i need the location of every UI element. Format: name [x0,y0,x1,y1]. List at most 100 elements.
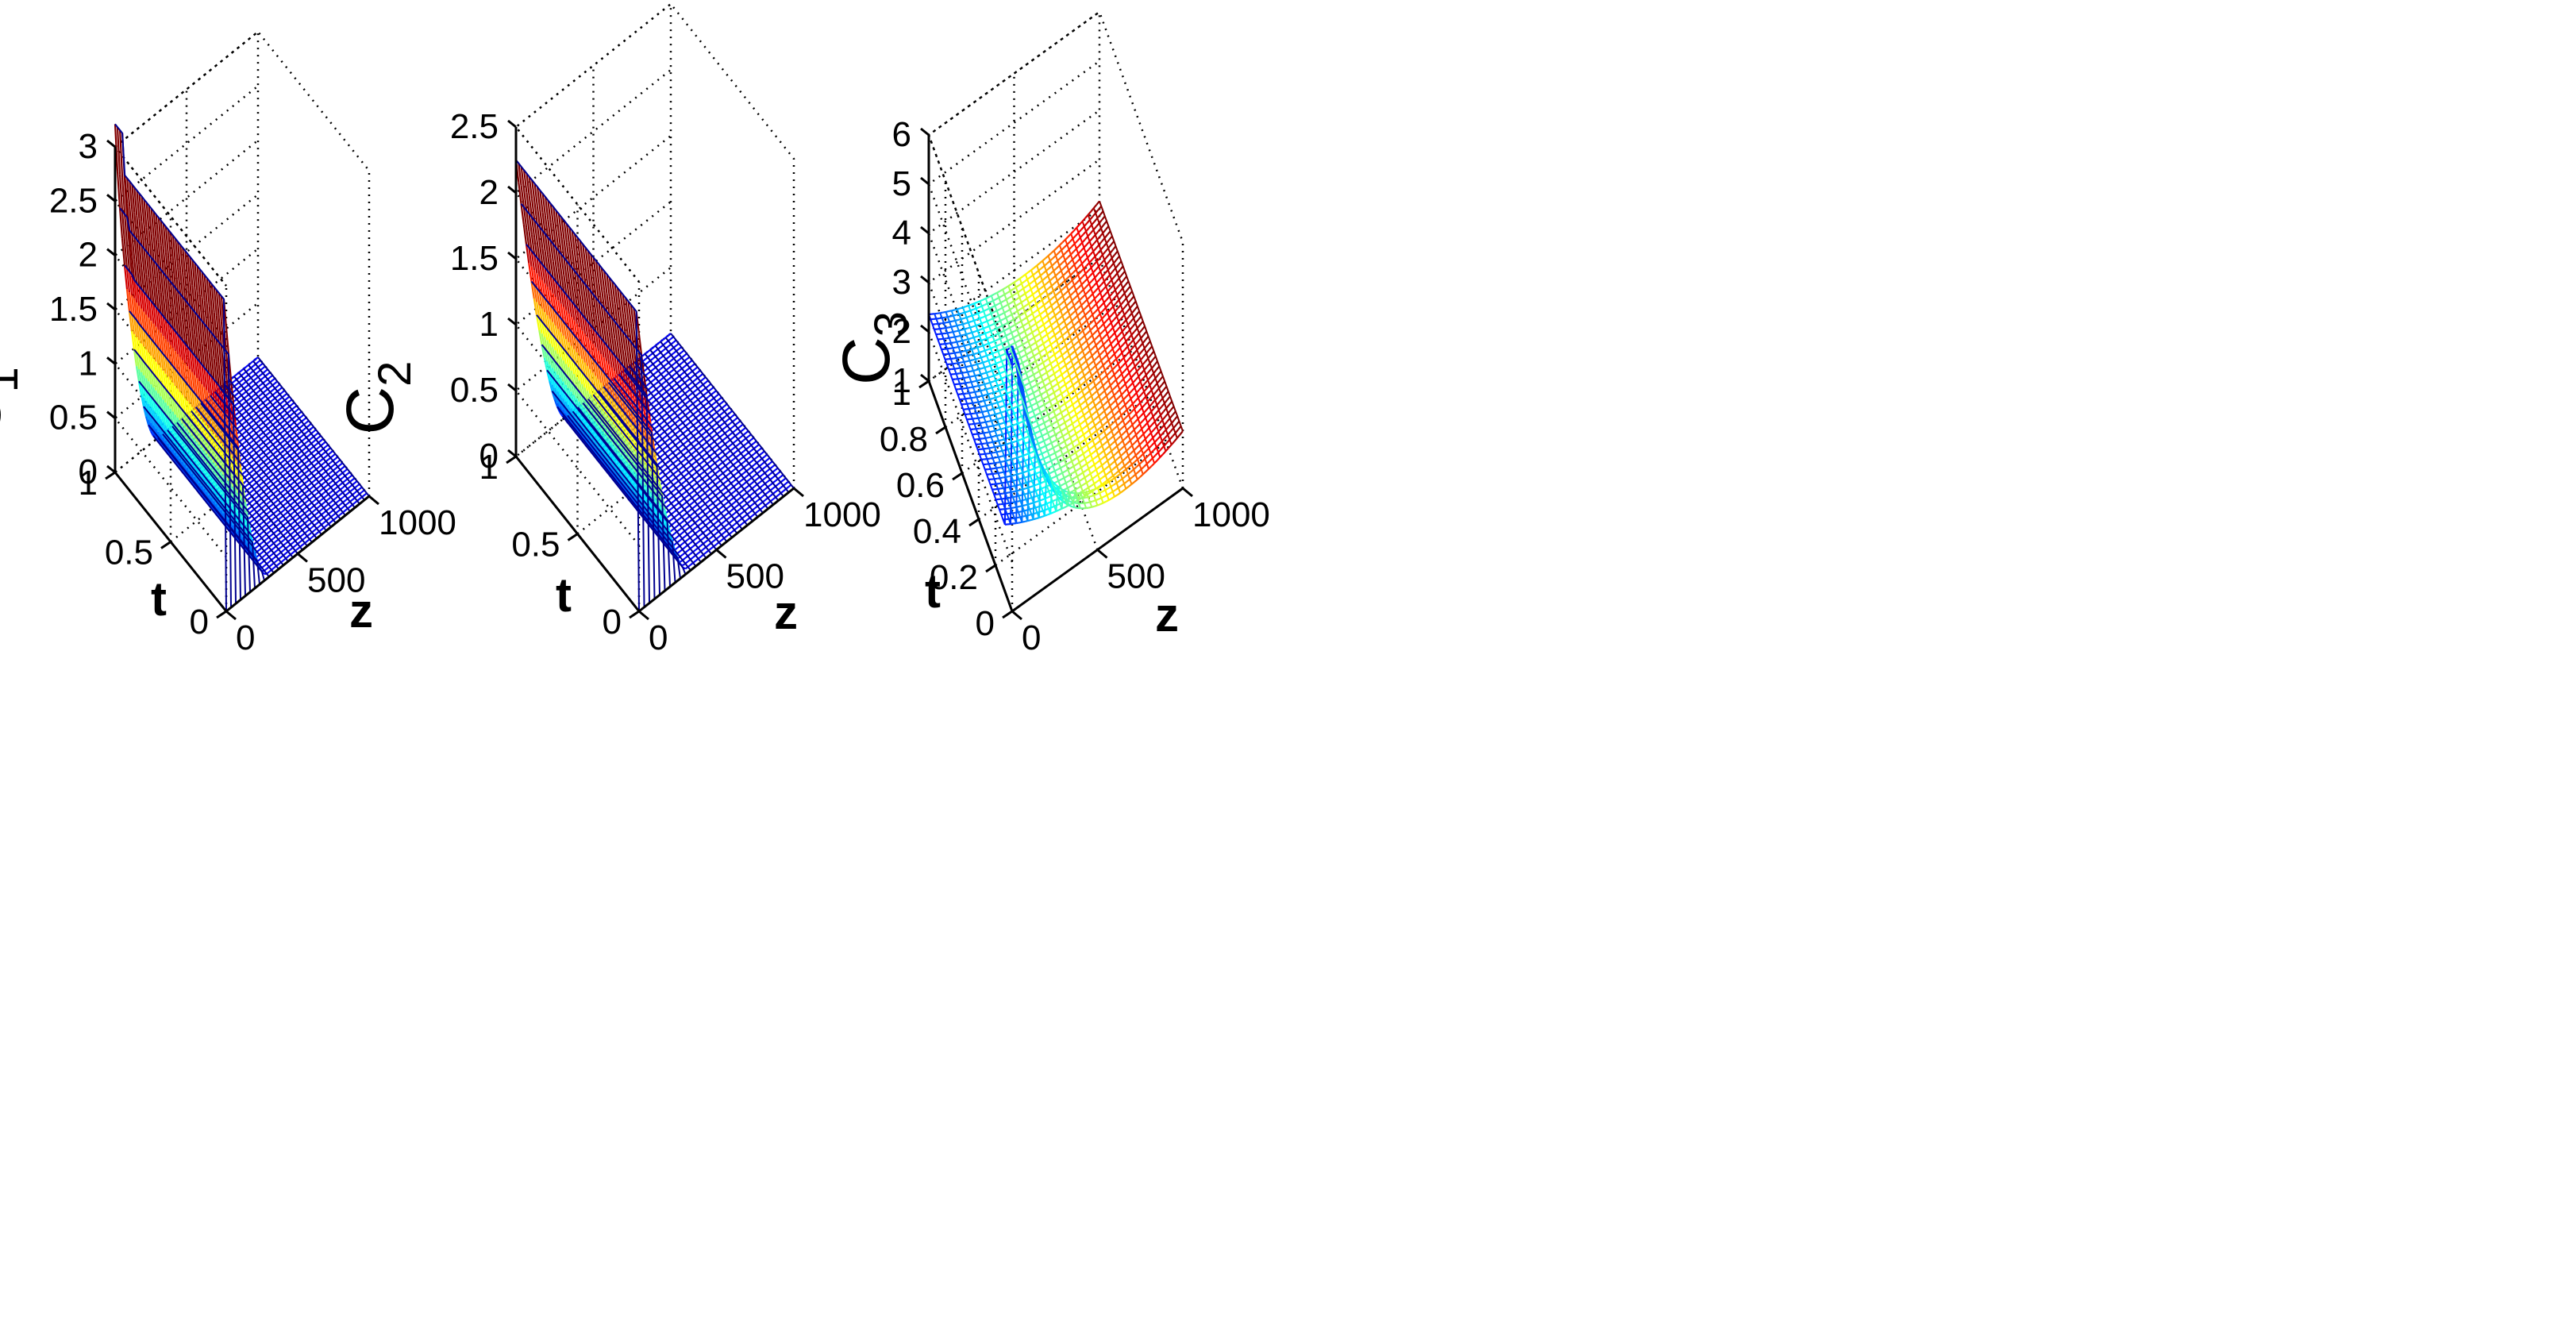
mesh-segment [160,383,164,400]
mesh-segment [150,355,155,375]
mesh-segment [208,443,213,460]
mesh-segment [162,295,167,320]
z-tick-label: 3 [79,127,98,166]
mesh-segment [143,291,148,315]
mesh-segment [201,460,206,474]
mesh-segment [162,353,167,374]
mesh-segment [206,425,210,444]
mesh-segment [252,358,256,362]
mesh-segment [194,410,198,429]
mesh-segment [145,202,150,231]
surface-mesh [114,123,370,612]
mesh-segment [143,311,148,333]
mesh-segment [210,472,215,486]
mesh-segment [150,384,155,400]
mesh-segment [121,177,126,214]
mesh-segment [121,238,126,266]
mesh-segment [181,395,186,414]
mesh-segment [148,254,152,281]
mesh-segment [138,218,143,246]
mesh-segment [148,298,152,322]
mesh-segment [171,348,176,370]
mesh-segment [191,422,196,439]
mesh-segment [118,174,124,211]
mesh-segment [143,375,148,391]
mesh-segment [164,388,169,406]
mesh-segment [157,289,162,314]
mesh-segment [179,406,183,424]
mesh-segment [167,301,171,326]
mesh-segment [169,232,175,261]
mesh-segment [183,398,189,417]
mesh-segment [162,316,167,340]
mesh-segment [164,319,169,342]
mesh-segment [148,205,152,234]
mesh-segment [174,368,179,389]
mesh-segment [162,370,167,390]
mesh-segment [141,343,145,362]
mesh-segment [152,373,157,391]
mesh-segment [174,426,179,441]
mesh-segment [194,425,198,442]
mesh-segment [157,242,162,270]
z-tick-label: 2.5 [49,181,98,220]
mesh-segment [186,383,191,405]
mesh-segment [160,333,164,355]
mesh-segment [157,266,162,293]
mesh-segment [155,306,160,330]
mesh-segment [206,440,210,457]
mesh-segment [187,346,191,370]
y-tick-label: 0 [190,603,209,641]
mesh-segment [133,279,138,303]
mesh-segment [167,360,171,380]
mesh-segment [167,417,171,432]
mesh-segment [152,410,157,422]
mesh-segment [131,274,136,299]
mesh-segment [169,281,174,308]
mesh-segment [135,366,141,382]
z-tick-label: 1.5 [49,290,98,329]
mesh-segment [160,291,164,317]
mesh-segment [181,340,187,364]
mesh-segment [136,320,141,341]
mesh-segment [141,326,145,347]
mesh-segment [191,331,196,356]
mesh-segment [138,340,143,359]
mesh-segment [167,391,171,409]
mesh-segment [164,414,169,429]
mesh-segment [182,319,187,344]
mesh-segment [194,311,198,338]
mesh-segment [152,341,157,362]
mesh-segment [198,361,203,385]
mesh-segment [141,372,145,388]
mesh-segment [167,376,171,395]
mesh-segment [145,274,150,299]
mesh-segment [203,437,208,454]
mesh-segment [171,260,177,288]
x-tick-label: 0 [236,618,255,657]
mesh-segment [167,255,171,283]
mesh-segment [162,385,167,403]
mesh-segment [145,314,150,337]
mesh-segment [133,349,138,367]
y-tick-label: 0.5 [105,534,153,572]
mesh-segment [206,465,210,480]
mesh-segment [169,325,174,349]
mesh-segment [191,309,196,335]
mesh-segment [186,441,191,456]
mesh-segment [145,349,150,368]
mesh-segment [157,217,162,246]
mesh-segment [130,330,136,350]
mesh-segment [160,351,164,372]
mesh-segment [187,366,191,388]
mesh-segment [124,175,129,204]
mesh-segment [171,398,176,415]
mesh-segment [138,193,143,222]
mesh-segment [169,363,174,383]
mesh-segment [174,264,179,291]
mesh-segment [169,379,174,399]
mesh-segment [179,356,184,379]
mesh-segment [138,264,143,290]
mesh-segment [187,279,191,306]
